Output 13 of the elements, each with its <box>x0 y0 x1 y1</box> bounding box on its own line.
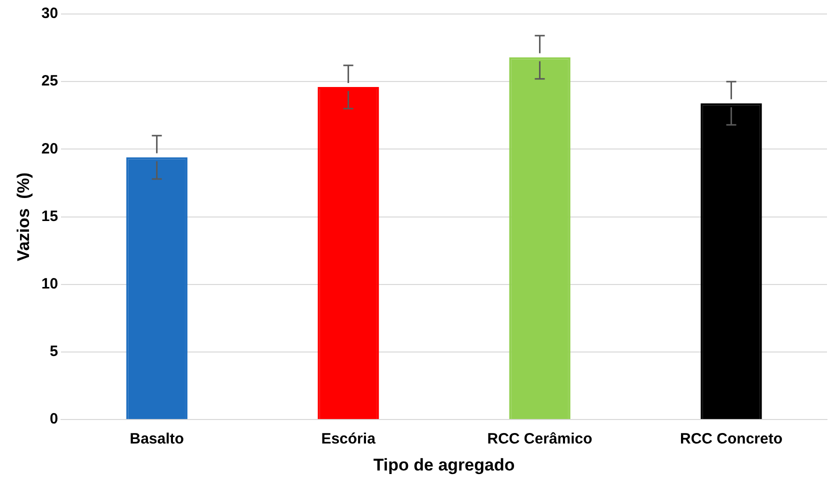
y-tick-label: 30 <box>41 5 58 22</box>
y-tick-label: 5 <box>50 343 58 360</box>
x-tick-label: Basalto <box>130 430 184 448</box>
x-axis-title: Tipo de agregado <box>373 455 515 474</box>
y-tick-label: 20 <box>41 140 58 158</box>
x-tick-label: Escória <box>321 430 376 448</box>
y-axis-title: Vazios (%) <box>14 172 33 262</box>
x-tick-label: RCC Concreto <box>680 430 783 448</box>
y-tick-label: 15 <box>41 208 58 225</box>
y-tick-label: 10 <box>41 276 58 293</box>
x-tick-label: RCC Cerâmico <box>487 430 592 448</box>
y-tick-label: 25 <box>41 72 58 90</box>
y-tick-label: 0 <box>50 410 58 428</box>
